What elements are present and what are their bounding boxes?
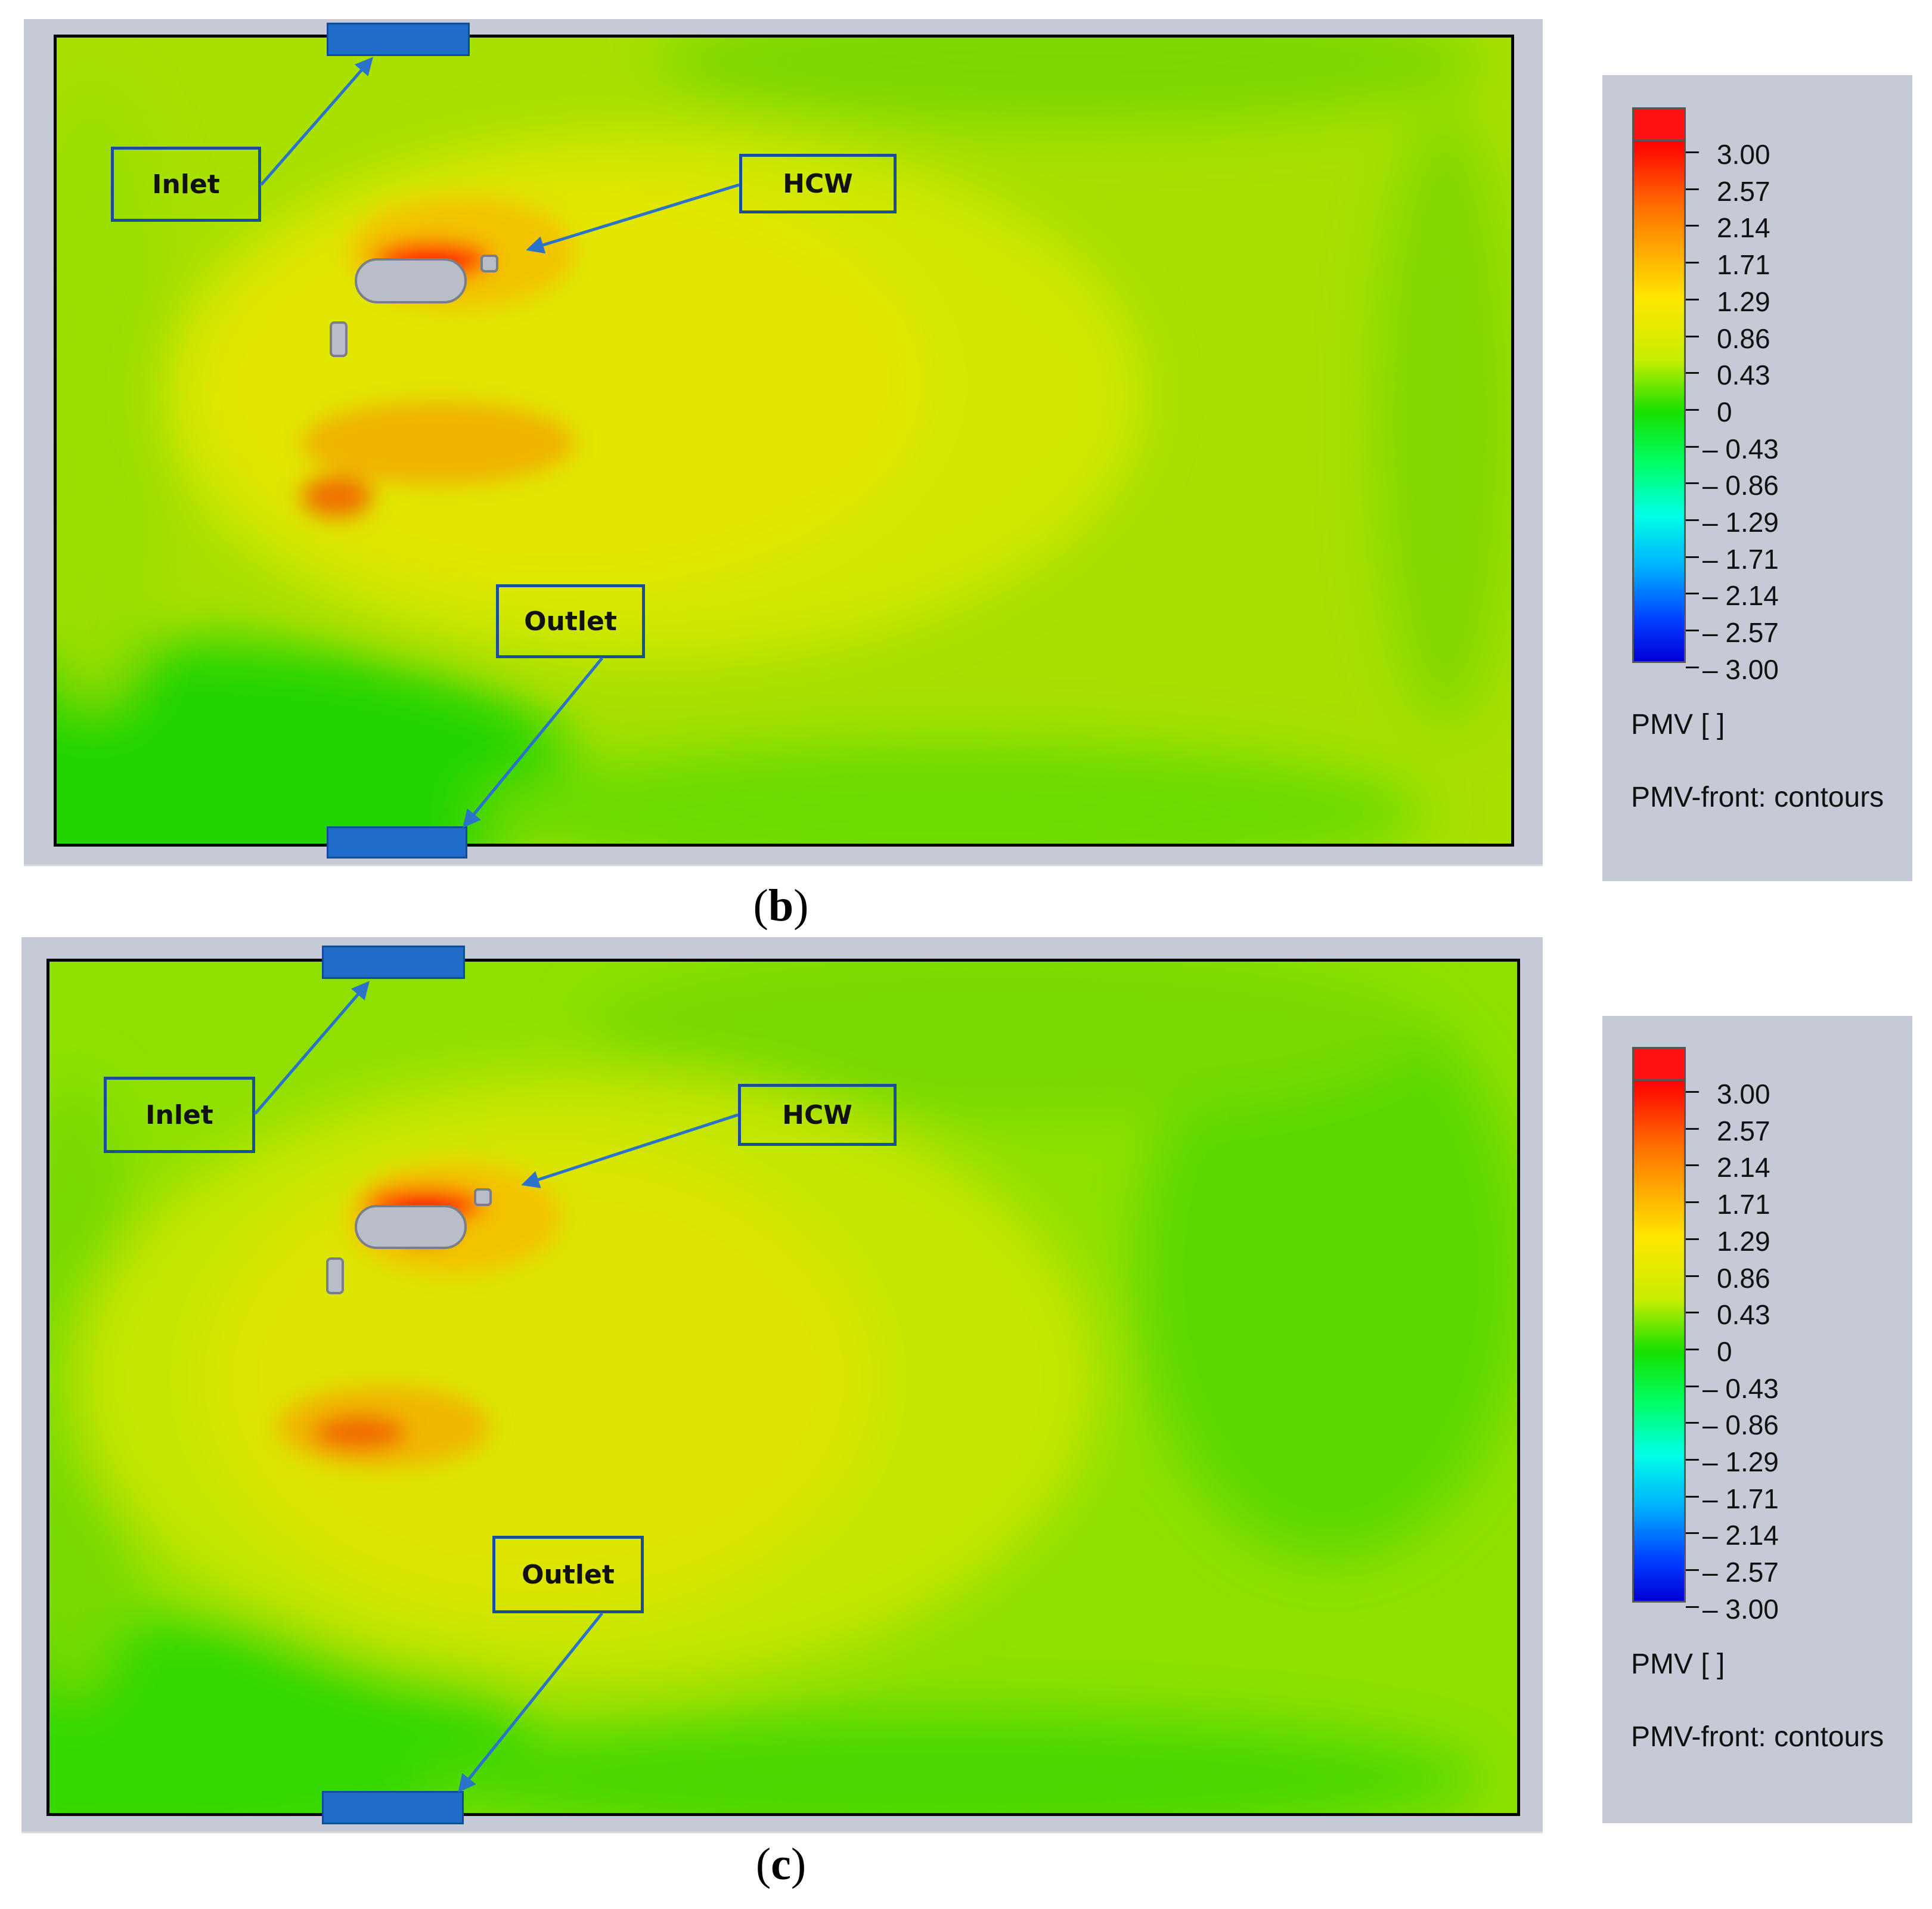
legend-tick-label: – 2.14 <box>1702 580 1779 612</box>
legend-tick-label: – 1.29 <box>1702 507 1779 538</box>
legend-c-overflow-cap <box>1632 1047 1686 1083</box>
legend-tick-mark <box>1686 1238 1699 1240</box>
legend-tick-mark <box>1686 298 1699 300</box>
legend-c-gradient <box>1632 1079 1686 1603</box>
panel-c-inlet-vent <box>322 946 465 979</box>
legend-tick-mark <box>1686 408 1699 411</box>
panel-b-outlet-label: Outlet <box>496 584 645 658</box>
legend-tick-mark <box>1686 1201 1699 1204</box>
legend-tick-mark <box>1686 519 1699 521</box>
panel-c-equipment <box>326 1257 344 1294</box>
legend-tick-label: – 0.43 <box>1702 1372 1779 1404</box>
legend-tick-mark <box>1686 556 1699 558</box>
panel-b-hcw-label: HCW <box>739 154 897 213</box>
legend-tick-label: – 2.14 <box>1702 1520 1779 1551</box>
legend-tick-label: 3.00 <box>1717 139 1770 170</box>
legend-tick-mark <box>1686 1348 1699 1350</box>
legend-tick-label: – 1.71 <box>1702 1483 1779 1514</box>
legend-tick-mark <box>1686 1606 1699 1608</box>
legend-tick-mark <box>1686 1275 1699 1277</box>
legend-tick-mark <box>1686 1495 1699 1498</box>
legend-tick-mark <box>1686 1385 1699 1387</box>
legend-tick-label: 2.14 <box>1717 1152 1770 1183</box>
legend-c-plot-name: PMV-front: contours <box>1631 1721 1884 1753</box>
legend-tick-label: – 3.00 <box>1702 1593 1779 1625</box>
legend-tick-mark <box>1686 262 1699 264</box>
legend-tick-label: – 2.57 <box>1702 1557 1779 1588</box>
legend-tick-label: – 0.86 <box>1702 1409 1779 1441</box>
legend-c-colorbar <box>1632 1047 1686 1603</box>
legend-tick-mark <box>1686 151 1699 153</box>
legend-tick-mark <box>1686 630 1699 632</box>
legend-tick-label: – 0.86 <box>1702 470 1779 501</box>
legend-tick-label: – 1.71 <box>1702 543 1779 575</box>
legend-b-quantity: PMV [ ] <box>1631 709 1725 740</box>
legend-tick-mark <box>1686 372 1699 374</box>
legend-tick-mark <box>1686 335 1699 337</box>
legend-tick-mark <box>1686 188 1699 190</box>
legend-b-gradient <box>1632 140 1686 663</box>
panel-c-hcw-worker-body <box>355 1205 467 1249</box>
panel-b-inlet-vent <box>327 23 470 56</box>
legend-tick-label: 0.86 <box>1717 323 1770 354</box>
legend-tick-mark <box>1686 445 1699 448</box>
legend-tick-mark <box>1686 482 1699 485</box>
legend-tick-mark <box>1686 1422 1699 1424</box>
legend-tick-mark <box>1686 1532 1699 1535</box>
panel-c-outlet-label: Outlet <box>492 1536 644 1613</box>
legend-tick-mark <box>1686 593 1699 595</box>
legend-tick-label: 0.86 <box>1717 1262 1770 1294</box>
panel-c-inlet-label: Inlet <box>104 1077 255 1153</box>
panel-b-inlet-label: Inlet <box>111 147 261 222</box>
legend-tick-mark <box>1686 1312 1699 1314</box>
panel-b-hcw-worker-body <box>355 258 467 303</box>
panel-b-contour-field <box>57 38 1511 844</box>
legend-b: PMV [ ] PMV-front: contours 3.00 2.57 2.14… <box>1602 75 1912 881</box>
legend-tick-mark <box>1686 1459 1699 1461</box>
legend-tick-label: – 0.43 <box>1702 433 1779 464</box>
legend-tick-mark <box>1686 1569 1699 1572</box>
legend-tick-label: 1.71 <box>1717 1189 1770 1220</box>
legend-tick-label: – 3.00 <box>1702 653 1779 685</box>
legend-b-overflow-cap <box>1632 107 1686 143</box>
legend-tick-mark <box>1686 225 1699 227</box>
legend-tick-label: 2.14 <box>1717 212 1770 244</box>
legend-b-colorbar <box>1632 107 1686 663</box>
panel-b-room <box>54 35 1514 847</box>
legend-tick-label: 1.71 <box>1717 249 1770 281</box>
legend-tick-label: 0 <box>1717 396 1732 427</box>
panel-c-outlet-vent <box>322 1791 464 1824</box>
legend-tick-label: 2.57 <box>1717 1115 1770 1146</box>
legend-tick-mark <box>1686 1164 1699 1167</box>
legend-tick-mark <box>1686 666 1699 668</box>
panel-b-outlet-vent <box>327 826 467 859</box>
panel-c-caption: (c) <box>755 1839 807 1889</box>
legend-tick-label: 1.29 <box>1717 1225 1770 1257</box>
legend-tick-label: 0.43 <box>1717 1299 1770 1331</box>
legend-tick-label: 0 <box>1717 1335 1732 1367</box>
legend-tick-label: 0.43 <box>1717 360 1770 391</box>
panel-b-caption: (b) <box>753 881 809 931</box>
legend-tick-label: 1.29 <box>1717 286 1770 317</box>
legend-tick-mark <box>1686 1091 1699 1093</box>
panel-c-hcw-worker-head <box>474 1188 492 1206</box>
legend-c-quantity: PMV [ ] <box>1631 1648 1725 1680</box>
legend-tick-label: 3.00 <box>1717 1079 1770 1110</box>
legend-c: PMV [ ] PMV-front: contours 3.00 2.57 2.14… <box>1602 1016 1912 1823</box>
panel-c-hcw-label: HCW <box>738 1084 897 1146</box>
legend-tick-mark <box>1686 1127 1699 1130</box>
legend-tick-label: – 2.57 <box>1702 617 1779 649</box>
legend-tick-label: 2.57 <box>1717 175 1770 207</box>
panel-b-hcw-worker-head <box>480 255 498 272</box>
legend-b-plot-name: PMV-front: contours <box>1631 782 1884 813</box>
panel-b-equipment <box>330 321 348 357</box>
legend-tick-label: – 1.29 <box>1702 1446 1779 1477</box>
